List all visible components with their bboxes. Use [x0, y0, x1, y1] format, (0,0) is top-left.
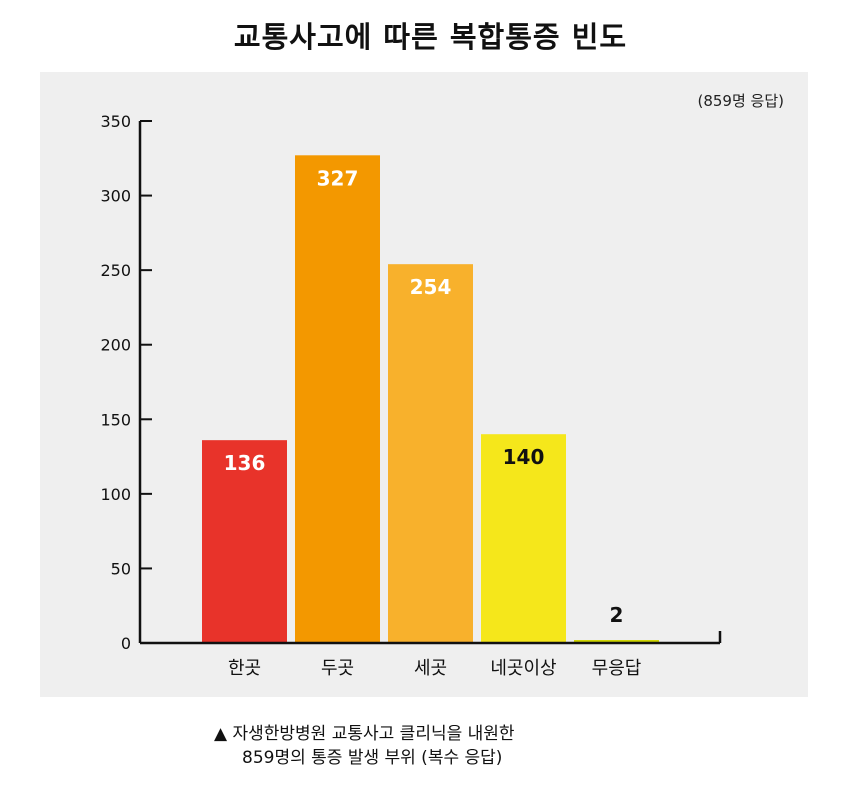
y-tick-label: 50: [111, 559, 131, 578]
caption-line-2: 859명의 통증 발생 부위 (복수 응답): [242, 748, 503, 768]
bar-value-label: 254: [410, 275, 452, 299]
y-tick-label: 300: [100, 187, 131, 206]
y-tick-label: 200: [100, 336, 131, 355]
response-count-note: (859명 응답): [697, 92, 784, 110]
bar-3: [388, 264, 473, 643]
caption-line-1: ▲ 자생한방병원 교통사고 클리닉을 내원한: [214, 724, 515, 744]
x-tick-label: 네곳이상: [490, 658, 556, 679]
x-tick-label: 무응답: [592, 658, 642, 679]
y-tick-label: 250: [100, 261, 131, 280]
bar-value-label: 2: [610, 603, 624, 627]
x-tick-label: 한곳: [228, 658, 261, 679]
bar-5: [574, 640, 659, 643]
bar-4: [481, 434, 566, 643]
bar-value-label: 327: [317, 166, 359, 190]
y-tick-label: 100: [100, 485, 131, 504]
bar-2: [295, 155, 380, 643]
x-tick-label: 세곳: [414, 658, 447, 679]
bar-1: [202, 440, 287, 643]
y-tick-label: 0: [121, 634, 131, 653]
chart-caption: ▲ 자생한방병원 교통사고 클리닉을 내원한 859명의 통증 발생 부위 (복…: [214, 722, 515, 770]
y-tick-label: 150: [100, 410, 131, 429]
y-tick-label: 350: [100, 112, 131, 131]
x-tick-label: 두곳: [321, 658, 354, 679]
chart-title: 교통사고에 따른 복합통증 빈도: [233, 20, 628, 54]
bar-value-label: 140: [503, 445, 545, 469]
bar-value-label: 136: [224, 451, 266, 475]
